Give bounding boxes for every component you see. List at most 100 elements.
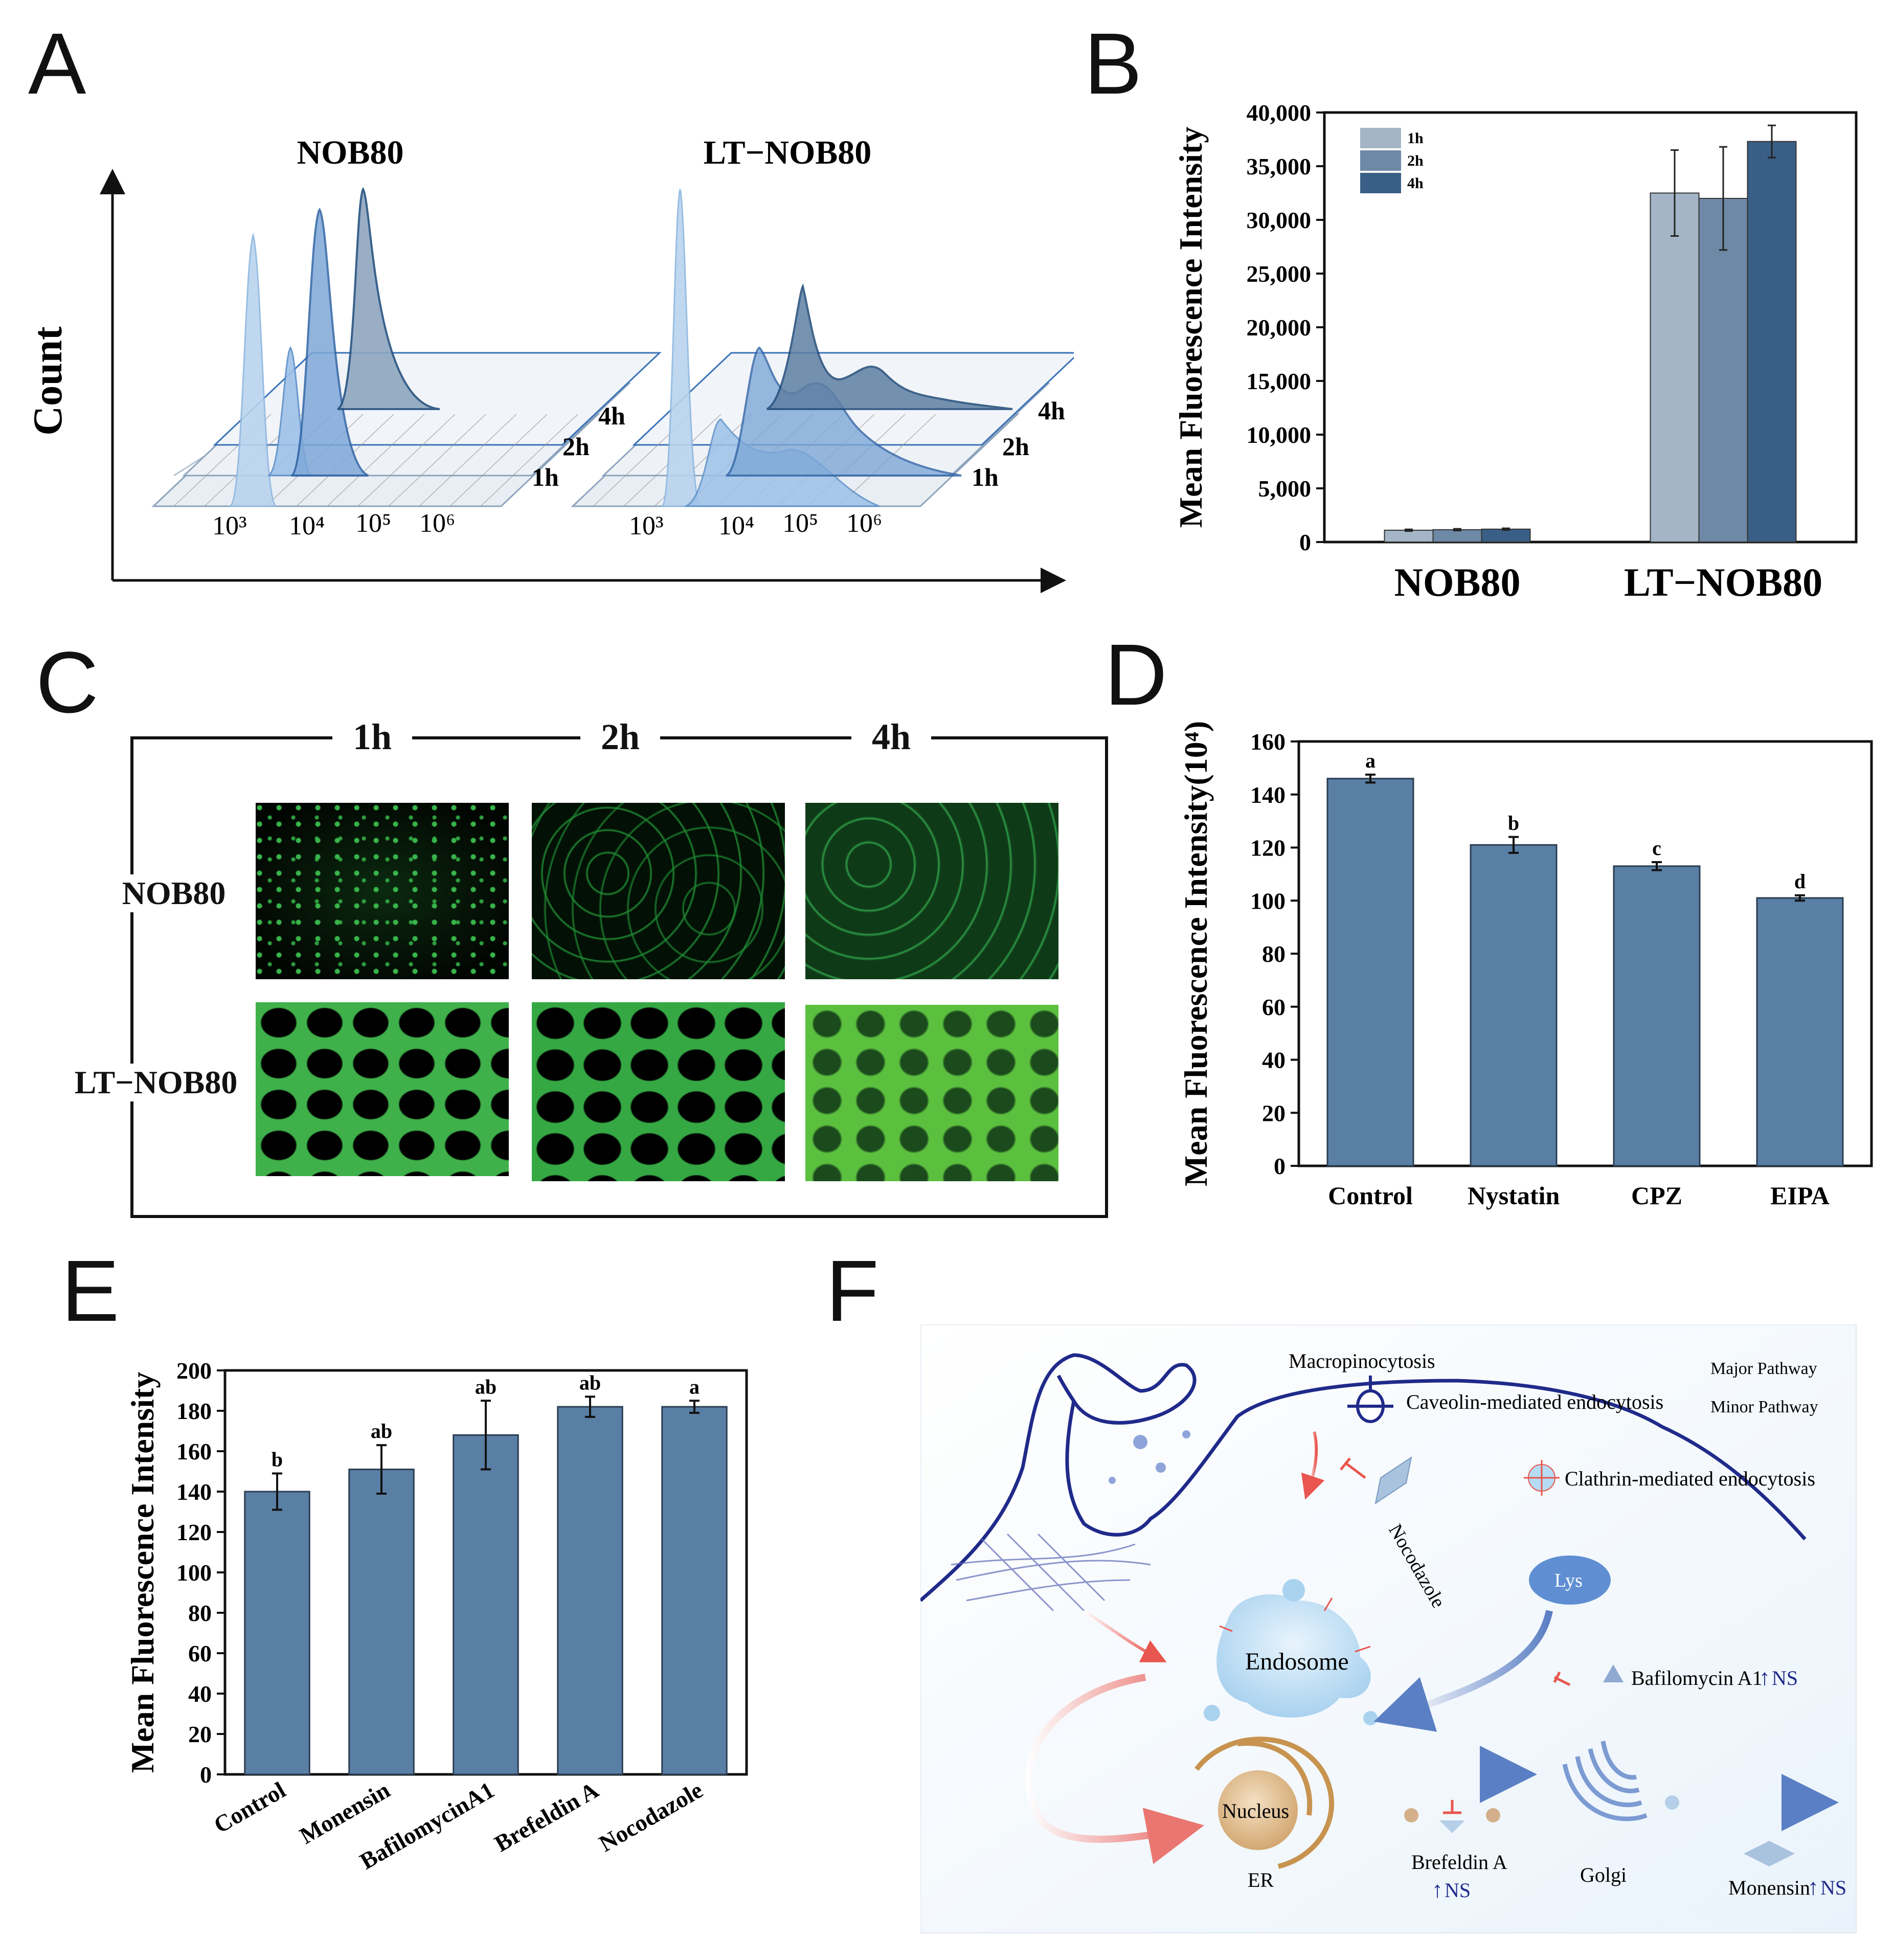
y-tick-label: 20,000 (1247, 314, 1312, 341)
y-tick-label: 20 (188, 1721, 212, 1747)
legend-swatch (1360, 128, 1401, 148)
panel-label-a: A (28, 15, 86, 112)
y-tick-label: 35,000 (1247, 153, 1312, 179)
svg-text:10³: 10³ (629, 511, 664, 540)
svg-text:2h: 2h (1002, 432, 1029, 461)
label-bafilomycin-up: ↑ (1759, 1665, 1770, 1690)
legend-swatch (1360, 150, 1401, 171)
brefeldin-dot-1 (1404, 1808, 1418, 1822)
significance-letter: c (1652, 837, 1661, 860)
y-tick-label: 5,000 (1258, 476, 1312, 502)
panel-b-bar-chart: 0 5,000 10,000 15,000 20,000 25,000 30,000 35,0… (1173, 100, 1858, 604)
golgi-icon (1562, 1741, 1648, 1821)
svg-text:4h: 4h (598, 401, 625, 430)
micrograph-nob80-1h (256, 803, 509, 979)
col-label-2h: 2h (580, 716, 661, 758)
legend-major: Major Pathway (1710, 1359, 1817, 1378)
significance-letter: ab (579, 1371, 601, 1394)
y-tick-label: 140 (176, 1479, 212, 1505)
y-axis-label: Mean Fluorescence Intensity (1173, 127, 1209, 528)
bar (1470, 844, 1558, 1167)
y-tick-label: 160 (1250, 729, 1286, 755)
label-er: ER (1248, 1868, 1274, 1891)
label-clathrin: Clathrin-mediated endocytosis (1565, 1467, 1815, 1490)
svg-text:2h: 2h (562, 432, 590, 461)
label-lys: Lys (1554, 1570, 1583, 1591)
micrograph-lt-nob80-1h (256, 1002, 509, 1176)
peak-4h (336, 187, 440, 410)
bar (1650, 192, 1700, 543)
x-category-label: Nocodazole (595, 1776, 707, 1857)
y-tick-label: 40 (1262, 1047, 1286, 1073)
svg-text:10⁵: 10⁵ (355, 509, 391, 538)
label-monensin-ns: NS (1820, 1876, 1846, 1899)
y-tick-label: 25,000 (1247, 261, 1312, 287)
cell-membrane (920, 1353, 1807, 1602)
y-tick-label: 160 (176, 1438, 212, 1465)
significance-letter: d (1794, 870, 1806, 893)
legend-label: 2h (1407, 152, 1424, 169)
y-tick-label: 80 (188, 1600, 212, 1626)
y-tick-label: 0 (1299, 529, 1311, 555)
label-bafilomycin: Bafilomycin A1 (1631, 1666, 1763, 1689)
group-title: NOB80 (297, 134, 403, 171)
y-tick-label: 40,000 (1247, 100, 1312, 126)
x-category-label: EIPA (1770, 1181, 1830, 1210)
svg-text:4h: 4h (1038, 396, 1065, 425)
label-brefeldin: Brefeldin A (1411, 1851, 1507, 1874)
col-label-4h: 4h (851, 716, 932, 758)
x-category-label: Control (209, 1776, 290, 1838)
time-labels: 1h 2h 4h (532, 401, 625, 491)
panel-label-f: F (826, 1243, 879, 1340)
y-tick-label: 60 (188, 1640, 212, 1666)
micrograph-lt-nob80-4h (805, 1005, 1058, 1181)
nucleus-icon (1218, 1770, 1298, 1850)
row-label-lt-nob80: LT−NOB80 (41, 1064, 271, 1101)
y-tick-label: 40 (188, 1681, 212, 1707)
bafilomycin-icon (1603, 1664, 1624, 1682)
bar (1384, 529, 1434, 543)
y-tick-label: 20 (1262, 1100, 1286, 1126)
svg-text:10⁵: 10⁵ (782, 509, 818, 538)
significance-letter: b (1508, 812, 1519, 835)
lys-icon (1529, 1556, 1611, 1605)
panel-label-c: C (36, 634, 99, 731)
bar (244, 1491, 310, 1775)
peak-4h (766, 283, 1013, 410)
y-axis-label: Mean Fluorescence Intensity(10⁴) (1178, 721, 1214, 1186)
label-bafilomycin-ns: NS (1772, 1666, 1798, 1689)
y-tick-label: 30,000 (1247, 207, 1312, 233)
brefeldin-dot-2 (1486, 1808, 1500, 1822)
label-nucleus: Nucleus (1222, 1799, 1289, 1822)
panel-a-group-nob80: NOB80 10³ 10⁴ 10⁵ 10⁶ 1h 2h 4h (151, 134, 662, 540)
panel-f-background (920, 1324, 1857, 1934)
peak-1h (229, 232, 277, 507)
bar (453, 1434, 519, 1775)
inhibit-nocodazole (1340, 1457, 1366, 1479)
label-endosome: Endosome (1245, 1648, 1349, 1675)
clathrin-icon (1524, 1460, 1560, 1496)
svg-text:1h: 1h (972, 463, 999, 491)
nocodazole-icon (1374, 1456, 1412, 1505)
panel-a-y-label: Count (26, 326, 71, 436)
bar (1432, 529, 1482, 543)
x-category-label: Nystatin (1468, 1181, 1560, 1210)
er-icon (1194, 1737, 1335, 1869)
y-tick-label: 120 (1250, 835, 1286, 861)
golgi-vesicle (1665, 1795, 1679, 1810)
vesicles-dots (1109, 1430, 1190, 1484)
y-tick-label: 80 (1262, 941, 1286, 967)
svg-text:10³: 10³ (212, 511, 247, 540)
cytoskeleton-icon (951, 1533, 1151, 1612)
label-monensin: Monensin (1728, 1876, 1810, 1899)
svg-text:1h: 1h (532, 463, 559, 491)
label-caveolin: Caveolin-mediated endocytosis (1406, 1390, 1663, 1413)
svg-text:10⁴: 10⁴ (289, 511, 325, 540)
y-tick-label: 0 (200, 1762, 212, 1788)
inhibit-brefeldin (1443, 1800, 1461, 1814)
monensin-icon (1744, 1841, 1795, 1866)
panel-c-microscopy: 1h 2h 4h NOB80 LT−NOB80 (41, 716, 1108, 1218)
significance-letter: a (689, 1375, 700, 1398)
panel-a-group-lt-nob80: LT−NOB80 10³ 10⁴ 10⁵ 10⁶ 1h 2h 4h (571, 134, 1074, 540)
y-tick-label: 140 (1250, 782, 1286, 808)
